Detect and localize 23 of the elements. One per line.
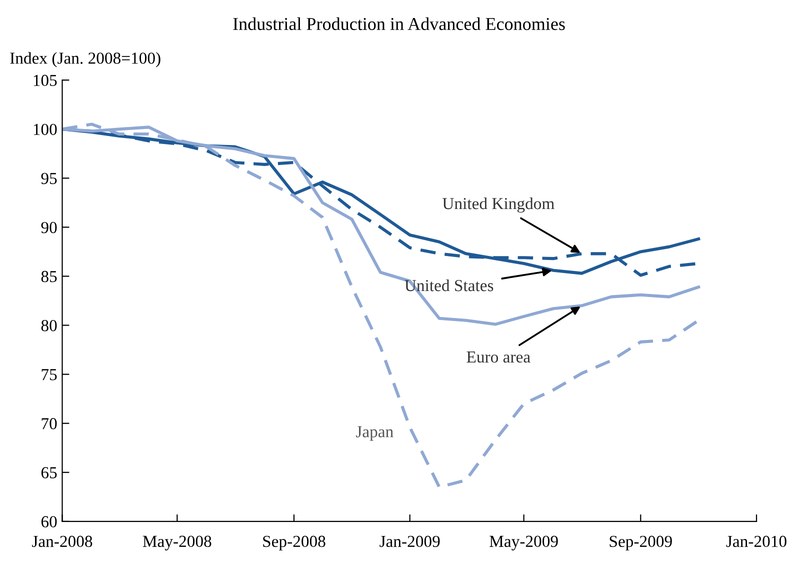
annotation: Euro area <box>466 352 530 363</box>
x-tick-label: Sep-2009 <box>610 536 672 550</box>
y-axis-title: Index (Jan. 2008=100) <box>10 52 160 68</box>
y-tick-label: 85 <box>41 270 57 282</box>
y-tick-label: 105 <box>34 74 57 86</box>
y-tick-label: 90 <box>41 222 57 234</box>
x-tick-label: Jan-2008 <box>32 536 92 548</box>
annotation: Japan <box>356 426 394 441</box>
chart-title: Industrial Production in Advanced Economies <box>233 17 565 30</box>
y-tick-label: 95 <box>41 172 57 184</box>
y-tick-label: 80 <box>41 320 57 332</box>
y-tick-label: 75 <box>42 369 57 380</box>
annotation: United States <box>404 279 494 292</box>
y-tick-label: 100 <box>34 124 57 136</box>
x-tick-label: Sep-2008 <box>263 536 326 550</box>
annotation: United Kingdom <box>442 197 554 213</box>
x-tick-label: May-2008 <box>142 536 212 550</box>
x-tick-label: May-2009 <box>490 536 558 550</box>
x-tick-label: Jan-2010 <box>726 536 786 548</box>
x-tick-label: Jan-2009 <box>380 536 440 548</box>
y-tick-label: 70 <box>42 418 57 430</box>
y-tick-label: 65 <box>41 467 57 478</box>
y-tick-label: 60 <box>41 516 57 528</box>
